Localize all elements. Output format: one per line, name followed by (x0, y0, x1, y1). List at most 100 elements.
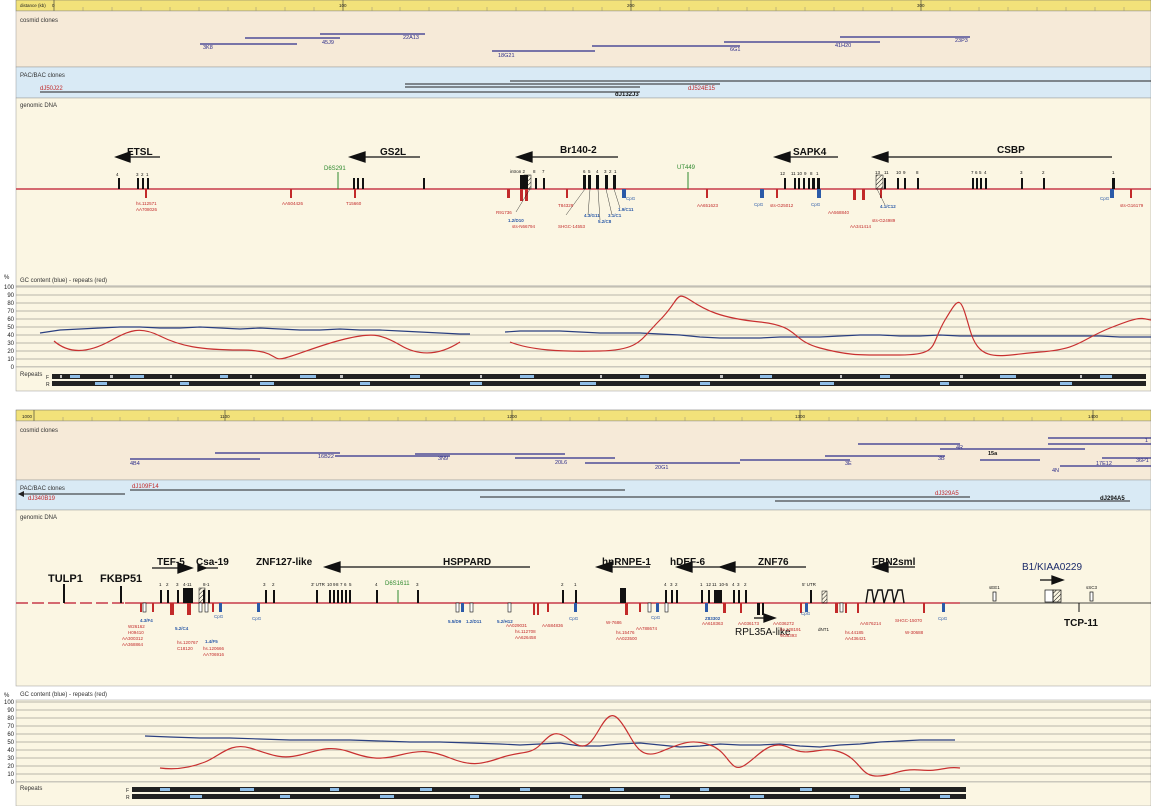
gc-percent-label: % (4, 275, 10, 281)
gc-tick-label: 60 (7, 732, 14, 738)
exon-label: 10 (327, 582, 333, 587)
repeats-forward-bar (52, 374, 1146, 379)
pac-label: dJ524E15 (688, 86, 716, 92)
gene-label-fkbp51: FKBP51 (100, 573, 142, 585)
exon-label: 12 (780, 171, 786, 176)
gc-tick-label: 40 (7, 748, 14, 754)
bottom-genomic-track: genomic DNA TULP1 FKBP51 TEF-5 Csa-19 ZN… (15, 509, 1151, 687)
gc-tick-label: 30 (7, 756, 14, 762)
est-label: hs.120666 (203, 646, 225, 651)
track-label: Repeats (20, 372, 42, 378)
est-label: R91736 (496, 210, 512, 215)
est-label: AA368864 (122, 642, 144, 647)
cosmid-label: 4N (1052, 468, 1059, 474)
pac-label: dJ132J3 (615, 92, 639, 98)
est-label: W36393 (780, 633, 797, 638)
cpg-label: CpG (569, 616, 579, 621)
exon-label: 1 (146, 172, 149, 177)
exon-label: 6 (975, 170, 978, 175)
est-label: AA023500 (616, 636, 638, 641)
exon-label: 2 (141, 172, 144, 177)
gc-percent-label: % (4, 693, 10, 699)
est-label: hs.128191 (780, 627, 802, 632)
top-cosmid-track: cosmid clones 3K8 45J9 22A13 18G21 6G1 4… (15, 10, 1151, 68)
ruler-tick-label: 100 (339, 3, 347, 8)
gene-label-znf127-like: ZNF127-like (256, 557, 313, 568)
cosmid-label: 18G21 (498, 53, 515, 59)
repeats-blue-segments (70, 375, 1112, 385)
exon-label: 1 (816, 171, 819, 176)
exon-label: 5' UTR (802, 582, 817, 587)
exon-label: 4 (375, 582, 378, 587)
gc-tick-label: 60 (7, 317, 14, 323)
top-repeats-track: Repeats F R (15, 366, 1151, 392)
est-label: AA584836 (542, 623, 564, 628)
cosmid-label: 23P3 (955, 38, 968, 44)
est-label: AA341414 (850, 224, 872, 229)
exon-label: 3 (737, 582, 740, 587)
exon-label: 2 (272, 582, 275, 587)
exon-label: 4 (116, 172, 119, 177)
est-label: hs.15476 (616, 630, 635, 635)
gene-label-br140-2: Br140-2 (560, 145, 597, 156)
exon-label: 3 (1020, 170, 1023, 175)
subclone-label: 5.2/C8 (598, 219, 612, 224)
track-label: cosmid clones (20, 18, 58, 24)
cosmid-label: 41H20 (835, 43, 851, 49)
exon-label: 4-11 (183, 582, 192, 587)
pac-label: dJ329A5 (935, 491, 959, 497)
est-label: AA036173 (738, 621, 760, 626)
bottom-gc-track: GC content (blue) - repeats (red) % 100 … (4, 692, 1151, 786)
cpg-label: CpG (938, 616, 948, 621)
exon-label: 10-5 (719, 582, 729, 587)
cpg-label: CpG (626, 196, 636, 201)
est-label: W26162 (128, 624, 145, 629)
gene-label-csbp: CSBP (997, 145, 1025, 156)
ruler-tick-label: 1400 (1088, 414, 1099, 419)
exon-label: 9 (903, 170, 906, 175)
bottom-ruler: 1000 1100 1200 1300 1400 (15, 409, 1151, 422)
est-label: sts-G24989 (872, 218, 896, 223)
exon-label: 12 (706, 582, 712, 587)
gene-label-znf76: ZNF76 (758, 557, 789, 568)
ruler-tick-label: 300 (917, 3, 925, 8)
gene-label-hdef-6: hDEF-6 (670, 557, 705, 568)
subclone-label: 4.1/C12 (880, 204, 896, 209)
exon-label: 5 (588, 169, 591, 174)
track-label: PAC/BAC clones (20, 73, 65, 79)
exon-label: 3 (670, 582, 673, 587)
exon-label: 6 (344, 582, 347, 587)
est-label: AA029031 (506, 623, 528, 628)
subclone-label: 5.2/C4 (175, 626, 189, 631)
top-genomic-track: genomic DNA ETSL GS2L Br140-2 SAPK4 CSBP… (15, 97, 1151, 287)
track-label: PAC/BAC clones (20, 486, 65, 492)
est-label: C18120 (177, 646, 193, 651)
cpg-label: CpG (754, 202, 764, 207)
top-pac-track: PAC/BAC clones dJ50J22 dJ132J3 dJ524E15 (15, 66, 1151, 99)
gc-tick-label: 50 (7, 740, 14, 746)
cosmid-label: 36P1 (1136, 458, 1149, 464)
exon-label: 3 (416, 582, 419, 587)
ruler-tick-label: 1300 (795, 414, 806, 419)
exon-label: 10 (896, 170, 902, 175)
subclone-label: 1.2/D10 (508, 218, 524, 223)
subclone-label: 4.3/G11 (584, 213, 600, 218)
est-label: H09410 (128, 630, 144, 635)
cosmid-label: 20L6 (555, 460, 567, 466)
cosmid-label: 4R (956, 445, 963, 451)
gc-tick-label: 50 (7, 325, 14, 331)
bottom-cosmid-track: cosmid clones 4B4 16B22 3N9 20L6 20G1 3E… (15, 420, 1151, 481)
gc-tick-label: 90 (7, 708, 14, 714)
est-label: AA788674 (636, 626, 658, 631)
exon-label: 5 (349, 582, 352, 587)
cpg-label: CpG (811, 202, 821, 207)
gene-label-hnrnpe-1: hnRNPE-1 (602, 557, 651, 568)
exon-label: 8 (533, 169, 536, 174)
est-label: hs.112571 (136, 201, 157, 206)
marker-label: UT449 (677, 165, 696, 171)
misc-label: dNT1 (818, 627, 830, 632)
ruler-tick-label: 1100 (220, 414, 230, 419)
est-label: SHGC-14553 (558, 224, 586, 229)
est-label: AA708026 (136, 207, 158, 212)
